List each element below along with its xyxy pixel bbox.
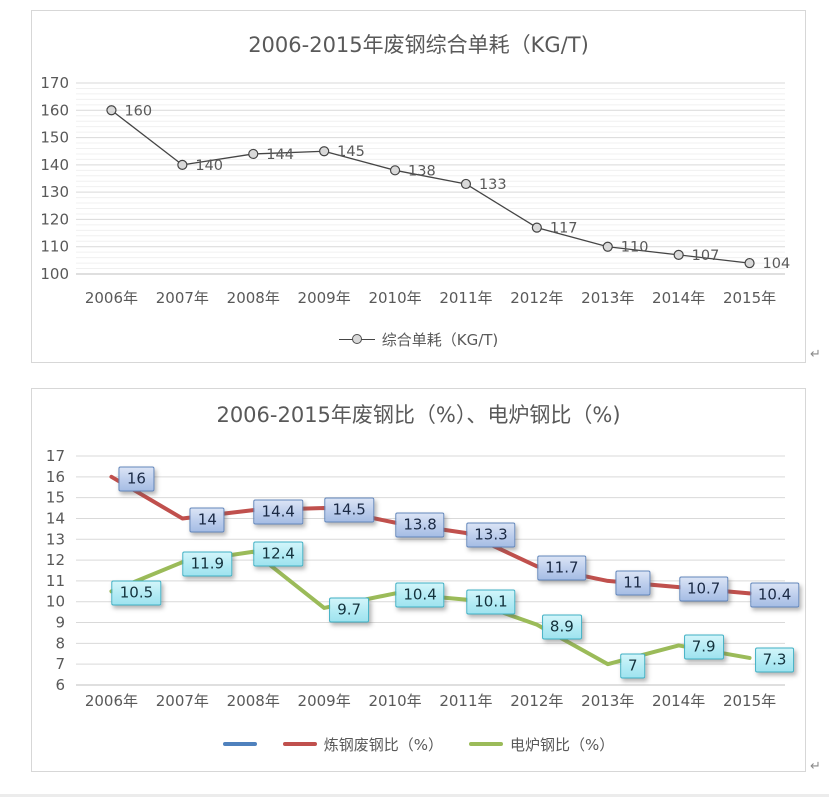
svg-text:16: 16 [46,468,65,486]
svg-text:145: 145 [337,144,365,160]
svg-text:2006年: 2006年 [85,692,138,710]
legend-swatch-icon [469,742,503,746]
svg-text:100: 100 [40,265,69,283]
svg-text:12: 12 [46,551,65,569]
svg-text:11: 11 [46,572,65,590]
series-line [109,549,752,667]
svg-text:107: 107 [692,248,720,264]
legend-label: 炼钢废钢比（%） [323,735,443,754]
svg-text:2009年: 2009年 [298,692,351,710]
svg-text:140: 140 [195,158,223,174]
svg-text:2012年: 2012年 [510,692,563,710]
svg-text:2011年: 2011年 [439,692,492,710]
svg-text:2007年: 2007年 [156,692,209,710]
svg-text:144: 144 [266,147,294,163]
svg-text:15: 15 [46,489,65,507]
svg-text:7: 7 [55,655,65,673]
legend-item [222,742,257,746]
svg-text:170: 170 [40,74,69,92]
svg-text:104: 104 [763,256,791,272]
series-markers [106,105,755,269]
legend-label: 电炉钢比（%） [510,735,615,754]
svg-text:2015年: 2015年 [723,692,776,710]
legend-line-marker-icon [338,334,375,344]
legend-item: 炼钢废钢比（%） [282,734,443,755]
major-gridlines [76,455,785,686]
series-line [110,109,751,264]
svg-text:120: 120 [40,210,69,228]
legend-item: 电炉钢比（%） [469,734,614,755]
major-gridlines [76,82,785,275]
svg-text:2006年: 2006年 [85,289,138,307]
legend: 综合单耗（KG/T) [32,329,805,349]
svg-text:2015年: 2015年 [723,289,776,307]
svg-text:6: 6 [55,676,65,694]
svg-text:138: 138 [408,163,436,179]
minor-gridlines [76,87,785,270]
legend-swatch-icon [222,742,257,746]
chart-title: 2006-2015年废钢比（%）、电炉钢比（%) [216,403,621,427]
legend: 炼钢废钢比（%） 电炉钢比（%） [32,734,805,754]
svg-text:150: 150 [40,129,69,147]
svg-text:2014年: 2014年 [652,289,705,307]
x-axis-labels: 2006年 2007年 2008年 2009年 2010年 2011年 2012年 2013年… [85,692,776,710]
chart-title: 2006-2015年废钢综合单耗（KG/T) [248,33,589,57]
svg-text:2008年: 2008年 [227,692,280,710]
paragraph-return-icon: ↵ [810,347,821,362]
svg-text:2011年: 2011年 [439,289,492,307]
svg-text:117: 117 [550,221,578,237]
svg-text:14: 14 [46,509,65,527]
data-labels: 160 140 144 145 138 133 117 110 107 104 [124,103,790,272]
svg-text:8: 8 [55,634,65,652]
svg-text:2010年: 2010年 [368,692,421,710]
svg-text:160: 160 [40,101,69,119]
svg-text:17: 17 [46,447,65,465]
svg-text:2010年: 2010年 [368,289,421,307]
series-line [109,474,752,596]
svg-text:10: 10 [46,593,65,611]
svg-text:2013年: 2013年 [581,289,634,307]
legend-label: 综合单耗（KG/T) [381,330,499,349]
svg-text:2012年: 2012年 [510,289,563,307]
svg-text:13: 13 [46,530,65,548]
svg-text:140: 140 [40,156,69,174]
window-bottom-edge [0,794,829,797]
svg-text:2009年: 2009年 [298,289,351,307]
svg-text:110: 110 [40,238,69,256]
x-axis-labels: 2006年 2007年 2008年 2009年 2010年 2011年 2012年 2013年… [85,289,776,307]
legend-item: 综合单耗（KG/T) [338,329,499,350]
legend-swatch-icon [282,742,317,746]
svg-text:110: 110 [621,240,649,256]
svg-text:9: 9 [55,614,65,632]
svg-text:160: 160 [124,103,152,119]
svg-text:2013年: 2013年 [581,692,634,710]
scrap-ratio-chart[interactable]: 2006-2015年废钢比（%）、电炉钢比（%) 6 7 8 9 10 11 12 13 14 1… [31,388,806,772]
y-axis-ticks: 6 7 8 9 10 11 12 13 14 15 16 17 [46,447,65,694]
paragraph-return-icon: ↵ [810,759,821,774]
svg-text:130: 130 [40,183,69,201]
y-axis-ticks: 100 110 120 130 140 150 160 170 [40,74,69,283]
plot-area: 6 7 8 9 10 11 12 13 14 15 16 17 2006年 2007年 2008年 2009年… [46,447,785,710]
svg-text:2008年: 2008年 [227,289,280,307]
unit-consumption-chart[interactable]: 2006-2015年废钢综合单耗（KG/T) 100 110 120 130 140 15… [31,10,806,363]
svg-text:2014年: 2014年 [652,692,705,710]
svg-text:2007年: 2007年 [156,289,209,307]
svg-text:133: 133 [479,177,507,193]
